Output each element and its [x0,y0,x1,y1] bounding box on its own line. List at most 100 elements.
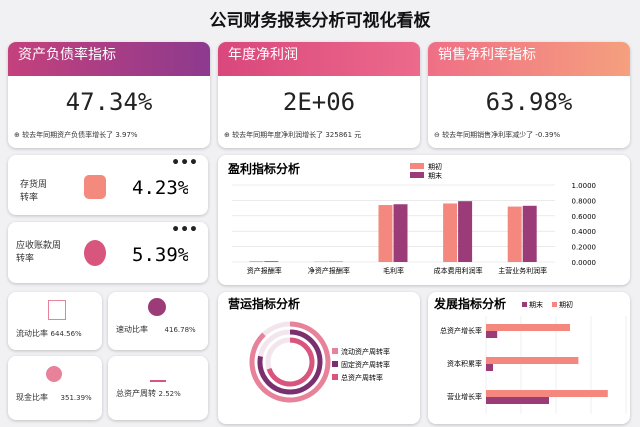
kpi-value: 47.34% [65,88,153,116]
mini-icon [150,364,166,382]
panel: 盈利指标分析 期初 期末 0.0000 0.2000 0.4000 0.6000 0.8000… [218,155,630,285]
bar [486,357,579,364]
mini-label-text: 速动比率 [116,325,148,334]
x-tick-label: 毛利率 [383,266,404,275]
legend-label: 期初 [428,162,442,171]
mini-value: 351.39% [60,394,92,402]
kpi-note: ⊕ 较去年同期年度净利润增长了 325861 元 [224,131,362,139]
kpi-change: 3.97% [115,131,138,139]
mini-label: 总资产周转 2.52% [116,388,181,399]
legend-label: 固定资产周转率 [341,360,390,369]
menu[interactable]: ••• [171,222,198,238]
bar [507,206,522,262]
y-tick-label: 0.6000 [572,213,597,221]
legend-swatch [410,163,424,169]
mini-value: 644.56% [50,330,82,338]
page-title: 公司财务报表分析可视化看板 [209,11,431,31]
kpi-card: 销售净利率指标 63.98% ⊖ 较去年同期销售净利率减少了 -0.39% [428,42,630,148]
x-tick-label: 成本费用利润率 [434,266,483,275]
ratio-value: 4.23% [132,177,188,199]
y-tick-label: 1.0000 [572,182,597,190]
legend-label: 期末 [428,171,442,180]
kpi-title: 销售净利率指标 [428,42,630,76]
legend-swatch [332,348,338,354]
ratio-label: 应收账款周转率 [16,241,62,264]
bar [486,390,608,397]
mini-value: 2.52% [158,390,181,398]
ratio-icon [84,175,106,199]
ring-arc [257,329,323,395]
y-tick-label: 总资产增长率 [440,326,482,335]
y-tick-label: 0.8000 [572,197,597,205]
legend-label: 流动资产周转率 [341,347,390,356]
mini-card: 速动比率 416.78% [108,292,208,350]
kpi-value: 2E+06 [282,88,356,116]
ring-arc [249,321,331,403]
kpi-note: ⊕ 较去年同期资产负债率增长了 3.97% [14,131,138,139]
ratio-card: ••• 应收账款周转率 5.39% [8,222,208,283]
ring-arc [266,337,315,387]
bar [486,397,549,404]
ratio-icon [84,240,106,266]
legend-swatch [410,172,424,178]
panel: 发展指标分析 期末 期初总资产增长率资本积累率营业增长率 [428,292,630,424]
y-tick-label: 资本积累率 [447,359,482,368]
legend-label: 期末 [529,300,543,309]
bar [393,204,408,262]
mini-label-text: 总资产周转 [116,389,156,398]
y-tick-label: 0.4000 [572,228,597,236]
legend-label: 期初 [559,300,573,309]
kpi-value: 63.98% [485,88,573,116]
bar [458,201,473,262]
kpi-card: 年度净利润 2E+06 ⊕ 较去年同期年度净利润增长了 325861 元 [218,42,420,148]
bar [249,261,264,262]
ratio-card: ••• 存货周转率 4.23% [8,155,208,215]
bar [264,261,279,262]
legend-swatch [332,374,338,380]
x-tick-label: 资产报酬率 [247,266,282,275]
kpi-note-text: 较去年同期资产负债率增长了 [22,131,114,139]
bar [443,203,458,262]
kpi-note-text: 较去年同期年度净利润增长了 [232,131,324,139]
y-tick-label: 0.2000 [572,244,597,252]
legend-swatch [552,302,557,307]
legend-swatch [522,302,527,307]
bar [378,205,393,262]
bar [486,331,498,338]
kpi-note: ⊖ 较去年同期销售净利率减少了 -0.39% [434,131,561,139]
mini-label-text: 现金比率 [16,393,48,402]
mini-icon [48,300,66,320]
mini-label-text: 流动比率 [16,329,48,338]
kpi-note-text: 较去年同期销售净利率减少了 [442,131,534,139]
mini-label: 速动比率 416.78% [116,324,196,335]
mini-card: 总资产周转 2.52% [108,356,208,420]
mini-label: 流动比率 644.56% [16,328,82,339]
x-tick-label: 净资产报酬率 [308,266,350,275]
mini-card: 现金比率 351.39% [8,356,102,420]
panel: 营运指标分析流动资产周转率 固定资产周转率 总资产周转率 [218,292,420,424]
kpi-title: 年度净利润 [218,42,420,76]
bar [522,205,537,262]
kpi-change: -0.39% [535,131,561,139]
mini-label: 现金比率 351.39% [16,392,92,403]
chart-title: 发展指标分析 [433,296,506,311]
chart-title: 营运指标分析 [228,296,300,311]
ratio-value: 5.39% [132,244,188,266]
chart-title: 盈利指标分析 [227,161,300,176]
mini-icon [148,298,166,316]
kpi-title: 资产负债率指标 [8,42,210,76]
menu[interactable]: ••• [171,155,198,171]
mini-value: 416.78% [164,326,196,334]
y-tick-label: 0.0000 [572,259,597,267]
bar [486,324,570,331]
x-tick-label: 主营业务利润率 [498,266,547,275]
legend-swatch [332,361,338,367]
mini-card: 流动比率 644.56% [8,292,102,350]
y-tick-label: 营业增长率 [447,392,482,401]
legend-label: 总资产周转率 [341,373,383,382]
kpi-card: 资产负债率指标 47.34% ⊕ 较去年同期资产负债率增长了 3.97% [8,42,210,148]
